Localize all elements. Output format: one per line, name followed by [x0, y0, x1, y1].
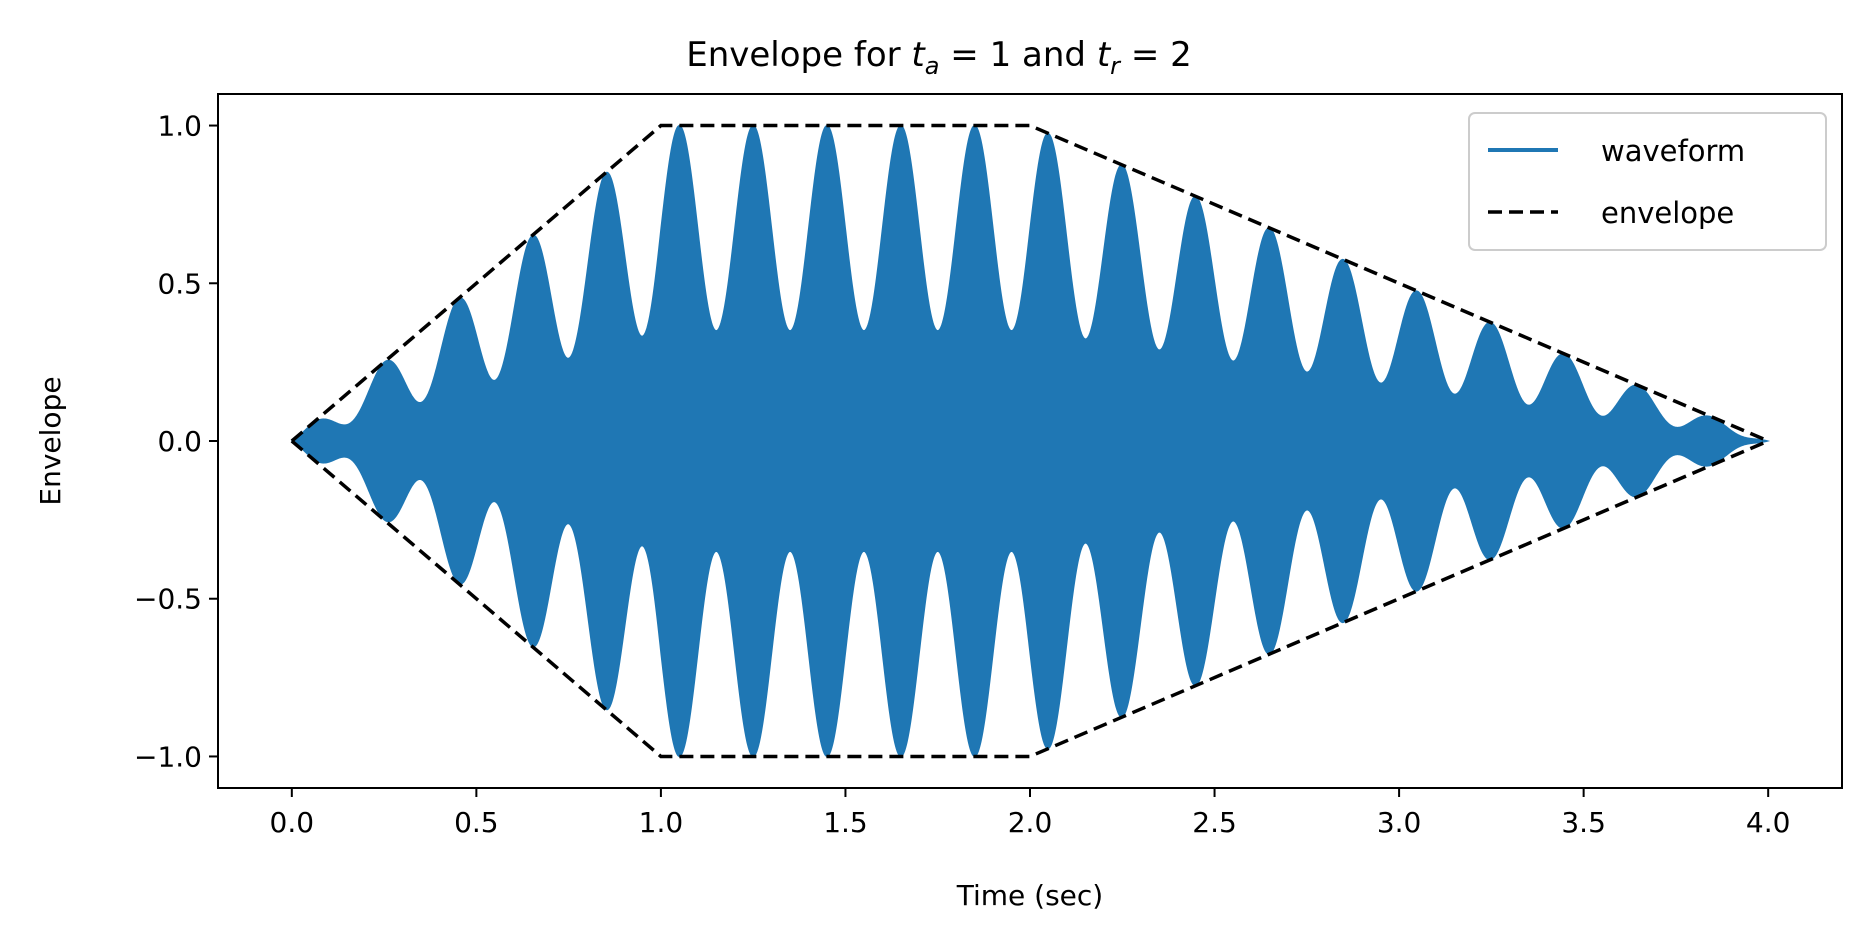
x-tick-label: 0.0	[270, 806, 315, 839]
x-tick-label: 4.0	[1746, 806, 1791, 839]
y-tick-label: −0.5	[134, 583, 202, 616]
legend-waveform-label: waveform	[1601, 134, 1745, 168]
x-tick-label: 1.5	[823, 806, 868, 839]
y-tick-label: 0.5	[157, 267, 202, 300]
x-tick-label: 3.5	[1561, 806, 1606, 839]
envelope-lower-line	[290, 439, 1769, 759]
x-tick-label: 2.5	[1192, 806, 1237, 839]
x-axis-label: Time (sec)	[956, 879, 1103, 912]
x-tick-label: 0.5	[454, 806, 499, 839]
x-axis: 0.0 0.5 1.0 1.5 2.0 2.5 3.0 3.5 4.0	[270, 788, 1791, 839]
x-tick-label: 3.0	[1377, 806, 1422, 839]
legend-envelope-label: envelope	[1601, 196, 1734, 230]
y-axis: −1.0 −0.5 0.0 0.5 1.0	[134, 110, 218, 773]
x-tick-label: 1.0	[639, 806, 684, 839]
y-tick-label: 1.0	[157, 110, 202, 143]
chart-title: Envelope for ta = 1 and tr = 2	[686, 35, 1192, 80]
x-tick-label: 2.0	[1008, 806, 1053, 839]
y-tick-label: −1.0	[134, 740, 202, 773]
legend: waveform envelope	[1468, 112, 1827, 251]
legend-box	[1468, 112, 1827, 251]
y-tick-label: 0.0	[157, 425, 202, 458]
envelope-upper-line	[290, 123, 1769, 443]
plot-area	[290, 123, 1771, 759]
y-axis-label: Envelope	[34, 376, 67, 505]
waveform-series	[290, 125, 1771, 757]
